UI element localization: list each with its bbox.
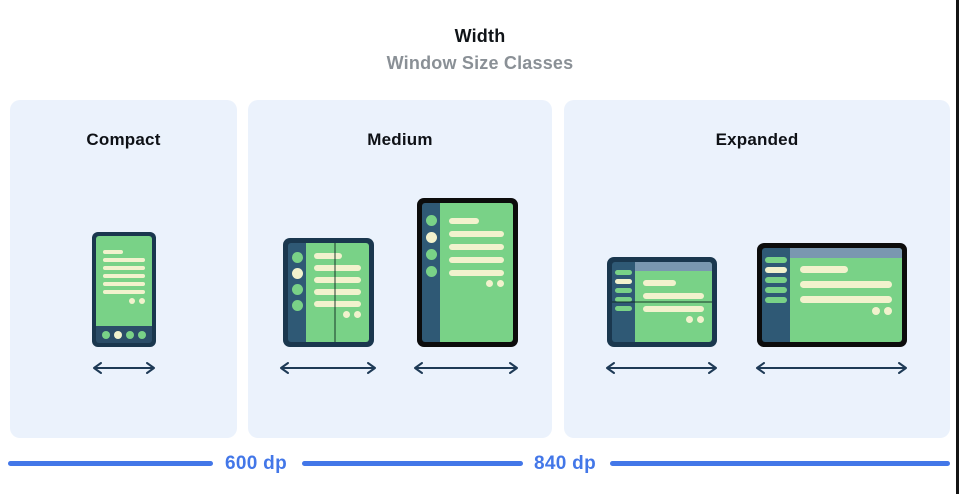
panel-title-expanded: Expanded: [715, 130, 799, 149]
image-right-border: [956, 0, 959, 494]
ruler-line-segment: [302, 461, 523, 466]
panel-title-compact: Compact: [86, 130, 161, 149]
breakpoint-600dp-label: 600 dp: [225, 453, 287, 474]
panel-title-medium: Medium: [367, 130, 433, 149]
diagram-subtitle: Window Size Classes: [386, 53, 574, 73]
diagram-title: Width: [454, 26, 506, 46]
ruler-line-segment: [610, 461, 950, 466]
breakpoint-840dp-label: 840 dp: [534, 453, 596, 474]
ruler-line-segment: [8, 461, 213, 466]
